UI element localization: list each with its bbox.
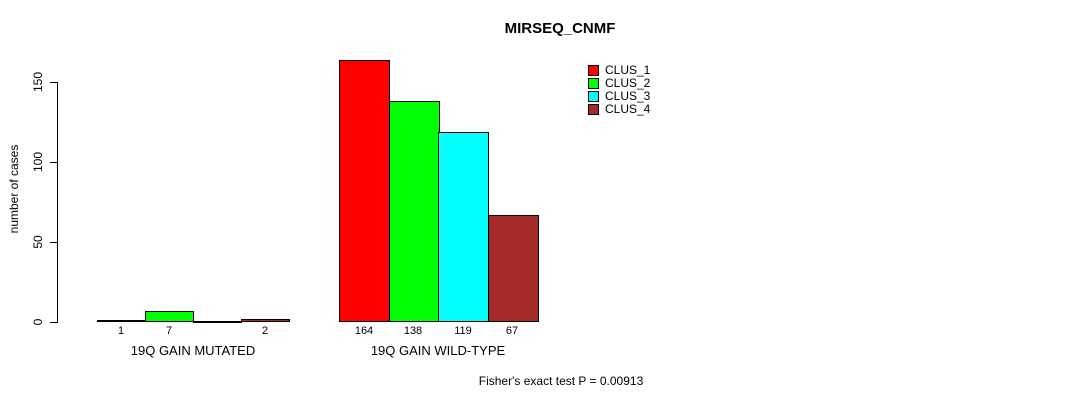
bar-value-label: 2 [261, 325, 269, 337]
bar-value-label: 138 [403, 325, 423, 337]
bar-clus_1 [97, 320, 146, 322]
legend-label: CLUS_4 [605, 102, 651, 116]
bar-clus_2 [389, 101, 440, 322]
bar-value-label: 67 [505, 325, 519, 337]
bar-clus_4 [241, 319, 290, 322]
legend-label: CLUS_2 [605, 76, 651, 90]
bar-value-label: 164 [354, 325, 374, 337]
y-axis-tick [50, 322, 57, 323]
y-axis-tick-label: 0 [31, 318, 45, 326]
stat-test-label: Fisher's exact test P = 0.00913 [478, 374, 644, 388]
y-axis-tick-label: 100 [31, 151, 45, 173]
bar-clus_3 [438, 132, 489, 322]
y-axis-label: number of cases [7, 144, 21, 234]
bar-clus_1 [339, 60, 390, 322]
bar-value-label: 119 [454, 325, 472, 337]
legend-item: CLUS_4 [588, 103, 650, 116]
y-axis-tick [50, 242, 57, 243]
legend-item: CLUS_1 [588, 64, 650, 77]
y-axis-line [57, 82, 58, 323]
legend: CLUS_1 CLUS_2 CLUS_3 CLUS_4 [588, 64, 650, 116]
y-axis-tick-label: 50 [31, 235, 45, 249]
category-label: 19Q GAIN MUTATED [130, 343, 256, 358]
bar-value-label: 7 [165, 325, 173, 337]
chart-title: MIRSEQ_CNMF [504, 20, 616, 37]
legend-item: CLUS_3 [588, 90, 650, 103]
legend-swatch-clus_1 [588, 65, 599, 76]
y-axis-tick [50, 162, 57, 163]
bar-value-label: 1 [117, 325, 125, 337]
y-axis-tick [50, 82, 57, 83]
y-axis-tick-label: 150 [31, 71, 45, 93]
legend-swatch-clus_4 [588, 104, 599, 115]
legend-item: CLUS_2 [588, 77, 650, 90]
legend-swatch-clus_3 [588, 91, 599, 102]
bar-clus_4 [488, 215, 539, 322]
legend-label: CLUS_1 [605, 63, 651, 77]
category-label: 19Q GAIN WILD-TYPE [370, 343, 506, 358]
legend-label: CLUS_3 [605, 89, 651, 103]
bar-clus_2 [145, 311, 194, 322]
legend-swatch-clus_2 [588, 78, 599, 89]
bar-clus_3 [193, 321, 242, 323]
